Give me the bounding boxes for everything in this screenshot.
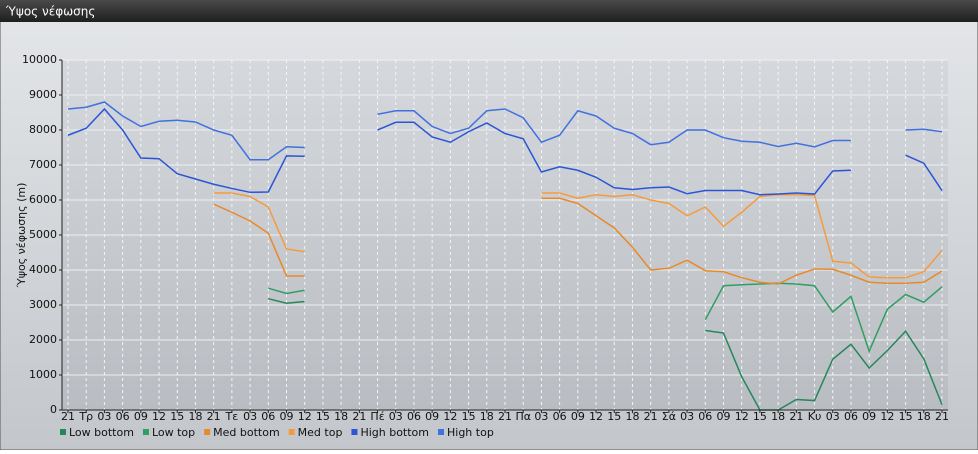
- y-tick-label: 9000: [29, 88, 57, 101]
- title-bar: [0, 0, 978, 22]
- legend-swatch: [204, 429, 211, 435]
- series-line: [213, 192, 943, 279]
- y-tick-label: 6000: [29, 193, 57, 206]
- x-tick-label: 12: [880, 410, 894, 423]
- x-tick-label: 12: [298, 410, 312, 423]
- x-tick-label: Τρ: [78, 410, 93, 423]
- x-tick-label: 09: [717, 410, 731, 423]
- x-tick-label: 15: [462, 410, 476, 423]
- x-tick-label: 18: [771, 410, 785, 423]
- x-tick-label: 18: [625, 410, 639, 423]
- x-tick-label: 15: [607, 410, 621, 423]
- x-tick-label: 06: [844, 410, 858, 423]
- legend-swatch: [288, 429, 295, 435]
- x-tick-label: 09: [134, 410, 148, 423]
- x-tick-label: 12: [589, 410, 603, 423]
- x-tick-label: Τε: [225, 410, 239, 423]
- x-tick-label: 12: [443, 410, 457, 423]
- series-line: [213, 197, 943, 285]
- series-line: [268, 282, 943, 354]
- x-tick-label: 09: [862, 410, 876, 423]
- x-tick-label: 09: [425, 410, 439, 423]
- x-tick-label: 18: [334, 410, 348, 423]
- x-tick-label: 21: [935, 410, 949, 423]
- series-line: [67, 107, 943, 196]
- x-tick-label: 06: [407, 410, 421, 423]
- y-tick-label: 2000: [29, 333, 57, 346]
- x-tick-label: 15: [899, 410, 913, 423]
- x-tick-label: Πέ: [370, 410, 384, 423]
- x-tick-label: 21: [207, 410, 221, 423]
- y-tick-label: 4000: [29, 263, 57, 276]
- y-tick-label: 10000: [22, 53, 57, 66]
- window-title: Ύψος νέφωσης: [5, 5, 95, 19]
- x-tick-label: 09: [280, 410, 294, 423]
- y-tick-label: 8000: [29, 123, 57, 136]
- legend-label: Low bottom: [69, 426, 134, 439]
- x-tick-label: 18: [188, 410, 202, 423]
- x-tick-label: 15: [753, 410, 767, 423]
- y-tick-label: 5000: [29, 228, 57, 241]
- legend-label: High bottom: [360, 426, 429, 439]
- x-tick-label: 03: [534, 410, 548, 423]
- x-tick-label: 21: [352, 410, 366, 423]
- x-tick-label: 21: [644, 410, 658, 423]
- y-tick-label: 3000: [29, 298, 57, 311]
- x-tick-label: 03: [389, 410, 403, 423]
- legend-label: Med top: [298, 426, 343, 439]
- x-tick-label: 03: [826, 410, 840, 423]
- legend-swatch: [438, 429, 444, 435]
- x-tick-label: 03: [680, 410, 694, 423]
- series-line: [67, 101, 943, 161]
- x-tick-label: 18: [917, 410, 931, 423]
- y-tick-label: 0: [50, 403, 57, 416]
- x-tick-label: 06: [261, 410, 275, 423]
- x-tick-label: 09: [571, 410, 585, 423]
- x-tick-label: Σά: [662, 410, 676, 423]
- x-tick-label: 06: [698, 410, 712, 423]
- series-line: [268, 297, 943, 411]
- x-tick-label: 06: [553, 410, 567, 423]
- legend-label: Low top: [152, 426, 195, 439]
- x-tick-label: 03: [243, 410, 257, 423]
- y-axis-label: Ύψος νέφωσης (m): [15, 183, 28, 289]
- y-tick-label: 7000: [29, 158, 57, 171]
- x-tick-label: Πα: [515, 410, 531, 423]
- legend-swatch: [60, 429, 66, 435]
- legend-swatch: [351, 429, 358, 435]
- x-tick-label: 15: [170, 410, 184, 423]
- x-tick-label: 18: [480, 410, 494, 423]
- x-tick-label: 21: [61, 410, 75, 423]
- y-tick-label: 1000: [29, 368, 57, 381]
- legend-swatch: [142, 429, 149, 435]
- x-tick-label: 21: [789, 410, 803, 423]
- x-tick-label: 12: [152, 410, 166, 423]
- x-tick-label: 06: [116, 410, 130, 423]
- x-tick-label: 03: [97, 410, 111, 423]
- legend-label: Med bottom: [213, 426, 280, 439]
- x-tick-label: 12: [735, 410, 749, 423]
- x-tick-label: Κυ: [808, 410, 822, 423]
- x-tick-label: 15: [316, 410, 330, 423]
- x-tick-label: 21: [498, 410, 512, 423]
- legend-label: High top: [447, 426, 494, 439]
